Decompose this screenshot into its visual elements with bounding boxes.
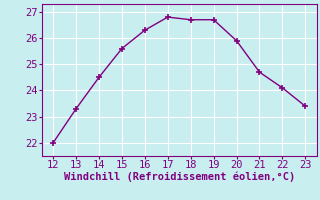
- X-axis label: Windchill (Refroidissement éolien,°C): Windchill (Refroidissement éolien,°C): [64, 172, 295, 182]
